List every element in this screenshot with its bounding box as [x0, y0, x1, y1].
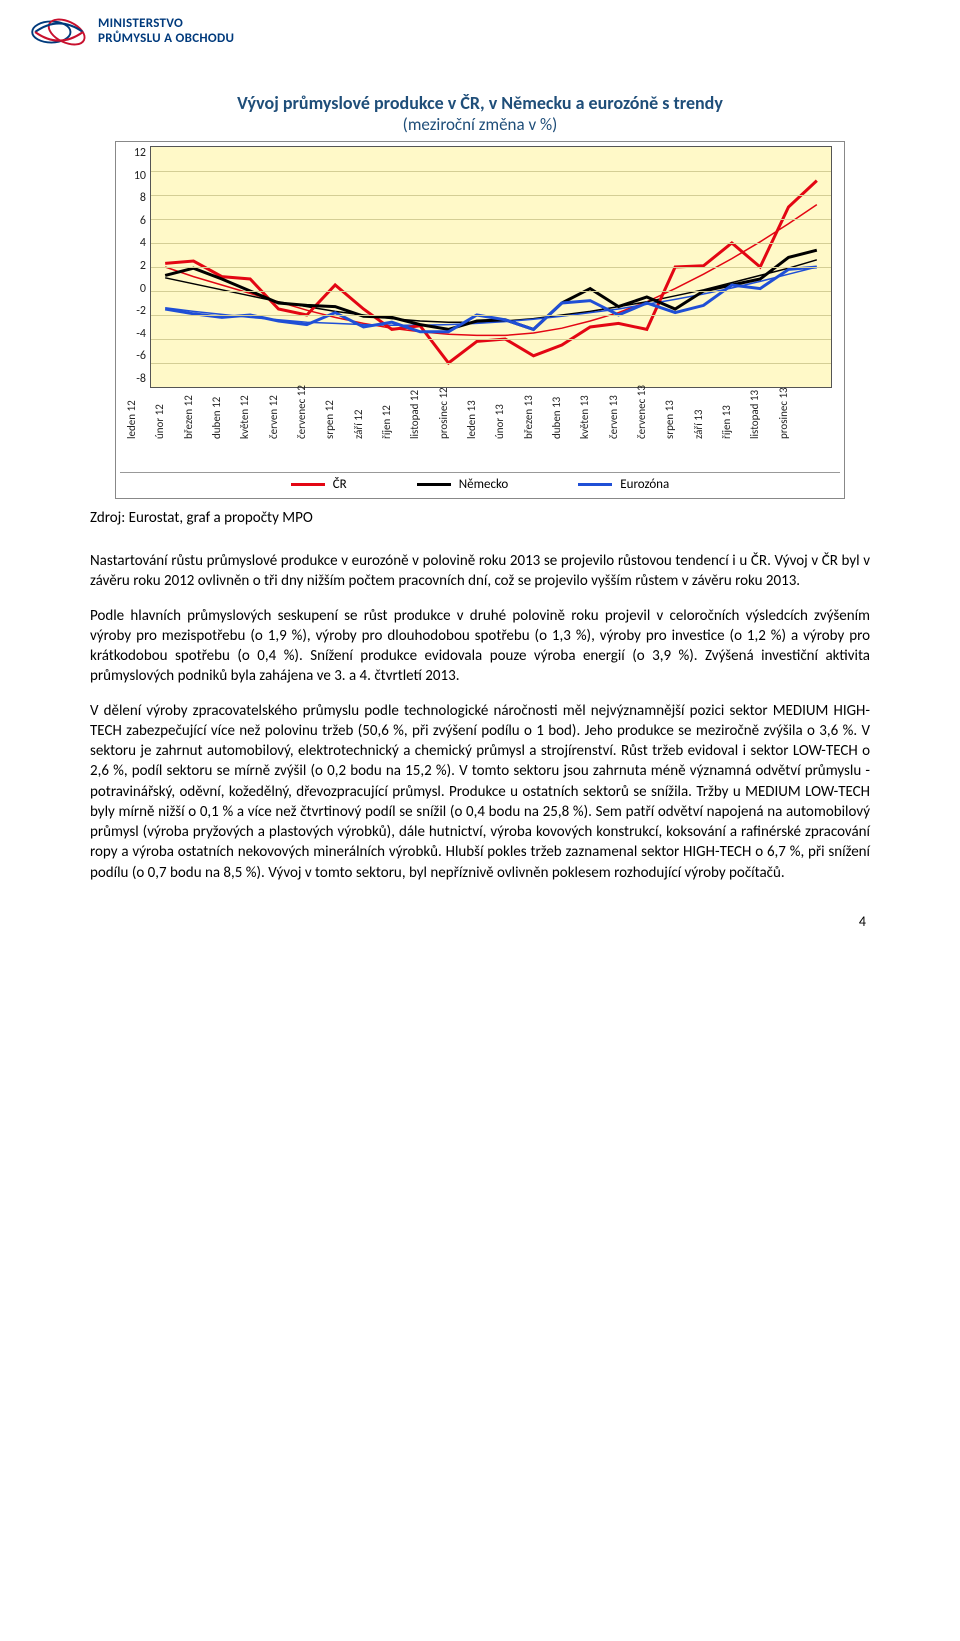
paragraph: Podle hlavních průmyslových seskupení se… — [90, 606, 870, 687]
gridline — [151, 243, 831, 244]
legend-item: ČR — [291, 477, 347, 492]
ministry-logo — [30, 10, 88, 54]
legend-label: Německo — [459, 477, 509, 492]
paragraph: Nastartování růstu průmyslové produkce v… — [90, 551, 870, 592]
body-text: Nastartování růstu průmyslové produkce v… — [90, 551, 870, 883]
legend-swatch — [578, 483, 612, 486]
y-tick: 2 — [120, 259, 146, 273]
y-tick: 6 — [120, 214, 146, 228]
gridline — [151, 219, 831, 220]
document-header: MINISTERSTVO PRŮMYSLU A OBCHODU — [0, 0, 960, 62]
page-content: Vývoj průmyslové produkce v ČR, v Německ… — [0, 62, 960, 970]
y-tick: 12 — [120, 146, 146, 160]
legend-swatch — [291, 483, 325, 486]
y-tick: -6 — [120, 349, 146, 363]
legend-item: Eurozóna — [578, 477, 669, 492]
gridline — [151, 315, 831, 316]
ministry-name: MINISTERSTVO PRŮMYSLU A OBCHODU — [98, 17, 234, 47]
gridline — [151, 363, 831, 364]
gridline — [151, 171, 831, 172]
legend-label: ČR — [333, 477, 347, 492]
plot-wrap: 12 10 8 6 4 2 0 -2 -4 -6 -8 — [120, 146, 840, 388]
legend-item: Německo — [417, 477, 509, 492]
page-number: 4 — [90, 913, 870, 930]
paragraph: V dělení výroby zpracovatelského průmysl… — [90, 701, 870, 883]
y-tick: 0 — [120, 282, 146, 296]
chart-legend: ČR Německo Eurozóna — [120, 472, 840, 496]
gridline — [151, 339, 831, 340]
y-tick: -2 — [120, 304, 146, 318]
gridline — [151, 195, 831, 196]
gridline — [151, 291, 831, 292]
y-tick: 10 — [120, 169, 146, 183]
chart-subtitle: (meziroční změna v %) — [90, 114, 870, 135]
ministry-line1: MINISTERSTVO — [98, 17, 234, 32]
y-tick: -4 — [120, 327, 146, 341]
legend-swatch — [417, 483, 451, 486]
y-tick: 8 — [120, 191, 146, 205]
x-axis: leden 12únor 12březen 12duben 12květen 1… — [150, 388, 830, 472]
chart-title: Vývoj průmyslové produkce v ČR, v Německ… — [90, 92, 870, 114]
x-tick: prosinec 13 — [777, 427, 855, 439]
y-axis: 12 10 8 6 4 2 0 -2 -4 -6 -8 — [120, 146, 150, 386]
plot-area — [150, 146, 832, 388]
y-tick: -8 — [120, 372, 146, 386]
y-tick: 4 — [120, 236, 146, 250]
gridline — [151, 267, 831, 268]
legend-label: Eurozóna — [620, 477, 669, 492]
chart-container: 12 10 8 6 4 2 0 -2 -4 -6 -8 leden 12únor 12březen … — [115, 141, 845, 499]
ministry-line2: PRŮMYSLU A OBCHODU — [98, 32, 234, 47]
chart-source: Zdroj: Eurostat, graf a propočty MPO — [90, 509, 870, 527]
